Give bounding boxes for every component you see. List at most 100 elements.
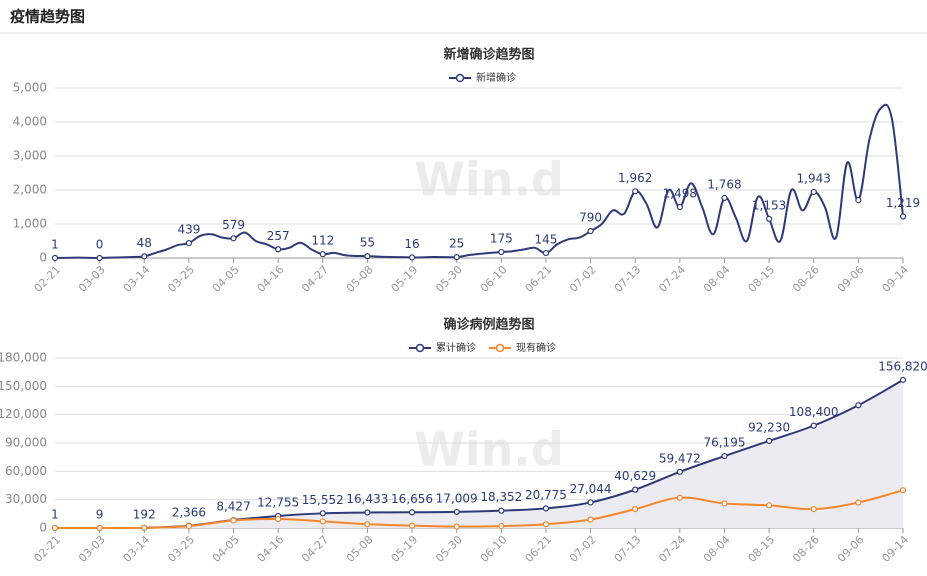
point-marker bbox=[96, 524, 103, 532]
point-marker bbox=[185, 523, 192, 530]
data-label: 9 bbox=[96, 507, 104, 521]
legend-marker bbox=[415, 343, 425, 353]
y-tick-label: 90,000 bbox=[5, 436, 47, 450]
point-marker bbox=[96, 254, 103, 262]
point-marker bbox=[185, 239, 192, 247]
data-label: 1 bbox=[51, 507, 59, 521]
y-tick-label: 180,000 bbox=[0, 351, 47, 365]
x-tick-label: 04-27 bbox=[299, 533, 331, 565]
y-tick-label: 60,000 bbox=[5, 464, 47, 478]
point-marker bbox=[899, 213, 907, 220]
point-marker bbox=[810, 506, 817, 513]
point-marker bbox=[275, 515, 282, 523]
data-label: 92,230 bbox=[748, 420, 790, 434]
x-tick-label: 09-06 bbox=[835, 263, 867, 295]
x-tick-label: 07-13 bbox=[612, 533, 644, 565]
data-label: 76,195 bbox=[703, 436, 745, 450]
point-marker bbox=[453, 508, 460, 516]
point-marker bbox=[408, 509, 416, 516]
data-label: 20,775 bbox=[525, 488, 567, 502]
x-tick-label: 04-27 bbox=[299, 263, 331, 295]
x-tick-label: 05-08 bbox=[344, 533, 376, 565]
point-marker bbox=[587, 228, 594, 235]
x-tick-label: 03-25 bbox=[165, 533, 197, 565]
x-tick-label: 08-26 bbox=[790, 263, 822, 295]
data-label: 108,400 bbox=[789, 405, 839, 419]
x-tick-label: 06-10 bbox=[478, 533, 510, 565]
point-marker bbox=[51, 254, 59, 262]
point-marker bbox=[453, 254, 460, 261]
x-tick-label: 04-05 bbox=[210, 263, 242, 295]
x-tick-label: 04-05 bbox=[210, 533, 242, 565]
point-marker bbox=[632, 506, 639, 513]
point-marker bbox=[855, 402, 862, 409]
x-tick-label: 08-04 bbox=[701, 263, 733, 295]
series-line bbox=[54, 103, 904, 260]
y-tick-label: 0 bbox=[39, 521, 47, 535]
point-marker bbox=[632, 486, 639, 493]
data-label: 1,768 bbox=[707, 177, 741, 191]
x-tick-label: 07-24 bbox=[656, 533, 688, 565]
point-marker bbox=[810, 188, 817, 196]
point-marker bbox=[542, 505, 550, 512]
data-label: 18,352 bbox=[480, 490, 522, 504]
data-label: 192 bbox=[133, 507, 156, 521]
point-marker bbox=[766, 215, 773, 222]
data-label: 1,219 bbox=[886, 196, 920, 210]
legend-label: 现有确诊 bbox=[516, 341, 556, 354]
point-marker bbox=[855, 197, 862, 204]
data-label: 25 bbox=[449, 237, 464, 251]
data-label: 8,427 bbox=[216, 500, 250, 514]
point-marker bbox=[275, 246, 282, 253]
point-marker bbox=[408, 522, 416, 529]
x-tick-label: 05-19 bbox=[388, 263, 420, 295]
x-tick-label: 08-04 bbox=[701, 533, 733, 565]
point-marker bbox=[721, 452, 728, 460]
y-tick-label: 4,000 bbox=[13, 115, 47, 129]
data-label: 1,153 bbox=[752, 198, 786, 212]
point-marker bbox=[766, 437, 773, 444]
chart-title: 新增确诊趋势图 bbox=[443, 47, 534, 63]
point-marker bbox=[899, 487, 907, 494]
data-label: 145 bbox=[534, 233, 557, 247]
point-marker bbox=[855, 499, 862, 506]
x-tick-label: 05-30 bbox=[433, 533, 465, 565]
x-tick-label: 03-14 bbox=[121, 263, 153, 295]
x-tick-label: 04-16 bbox=[255, 533, 287, 565]
data-label: 12,755 bbox=[257, 495, 299, 509]
point-marker bbox=[141, 524, 148, 531]
legend-label: 累计确诊 bbox=[436, 341, 476, 354]
point-marker bbox=[498, 507, 505, 514]
x-tick-label: 03-03 bbox=[76, 533, 108, 565]
data-label: 27,044 bbox=[570, 482, 612, 496]
x-tick-label: 03-25 bbox=[165, 263, 197, 295]
point-marker bbox=[542, 249, 550, 257]
data-label: 439 bbox=[177, 223, 200, 237]
x-tick-label: 04-16 bbox=[255, 263, 287, 295]
data-label: 0 bbox=[96, 238, 104, 252]
page-title: 疫情趋势图 bbox=[10, 8, 85, 26]
point-marker bbox=[542, 521, 550, 528]
data-label: 2,366 bbox=[172, 505, 206, 519]
data-label: 175 bbox=[490, 232, 513, 246]
point-marker bbox=[676, 468, 683, 475]
x-tick-label: 08-15 bbox=[746, 263, 778, 295]
x-tick-label: 09-14 bbox=[879, 533, 911, 565]
data-label: 1,962 bbox=[618, 171, 652, 185]
point-marker bbox=[408, 254, 416, 261]
chart-title: 确诊病例趋势图 bbox=[443, 317, 534, 333]
x-tick-label: 09-06 bbox=[835, 533, 867, 565]
point-marker bbox=[51, 524, 59, 532]
y-tick-label: 5,000 bbox=[13, 81, 47, 95]
data-label: 16 bbox=[404, 237, 419, 251]
x-tick-label: 03-03 bbox=[76, 263, 108, 295]
x-tick-label: 07-24 bbox=[656, 263, 688, 295]
x-tick-label: 06-21 bbox=[522, 263, 554, 295]
point-marker bbox=[676, 494, 683, 501]
y-tick-label: 1,000 bbox=[13, 217, 47, 231]
legend-marker bbox=[495, 343, 505, 353]
x-tick-label: 05-08 bbox=[344, 263, 376, 295]
point-marker bbox=[587, 516, 594, 523]
